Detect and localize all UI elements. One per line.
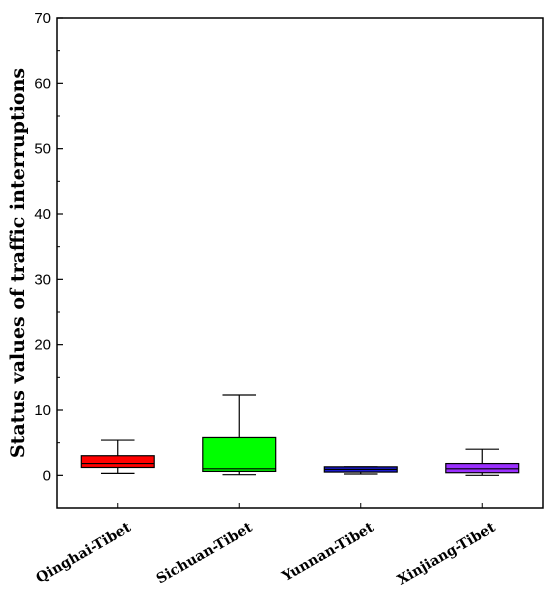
box-qinghai-tibet	[80, 439, 155, 474]
y-axis-label: Status values of traffic interruptions	[7, 68, 29, 458]
x-axis: Qinghai-Tibet Sichuan-Tibet Yunnan-Tibet Xi…	[34, 503, 499, 589]
y-tick-label: 50	[34, 141, 51, 158]
y-tick-label: 20	[34, 337, 51, 354]
y-tick-label: 30	[34, 271, 51, 288]
box-iqr	[80, 455, 155, 469]
box-sichuan-tibet	[202, 394, 277, 476]
x-tick-label: Xinjiang-Tibet	[395, 519, 499, 588]
x-tick-label: Yunnan-Tibet	[279, 519, 377, 585]
box-yunnan-tibet	[323, 466, 398, 475]
x-tick-label: Sichuan-Tibet	[154, 519, 256, 587]
y-axis: 0 10 20 30 40 50 60 70	[34, 10, 63, 509]
plot-frame	[56, 17, 544, 509]
box-xinjiang-tibet	[445, 448, 520, 476]
y-tick-label: 0	[43, 467, 51, 484]
box-iqr	[445, 462, 520, 474]
box-iqr	[202, 436, 277, 473]
x-tick-label: Qinghai-Tibet	[34, 519, 135, 586]
y-tick-label: 60	[34, 75, 51, 92]
y-tick-label: 10	[34, 402, 51, 419]
y-tick-label: 70	[34, 10, 51, 27]
box-series	[80, 394, 520, 476]
y-tick-label: 40	[34, 206, 51, 223]
